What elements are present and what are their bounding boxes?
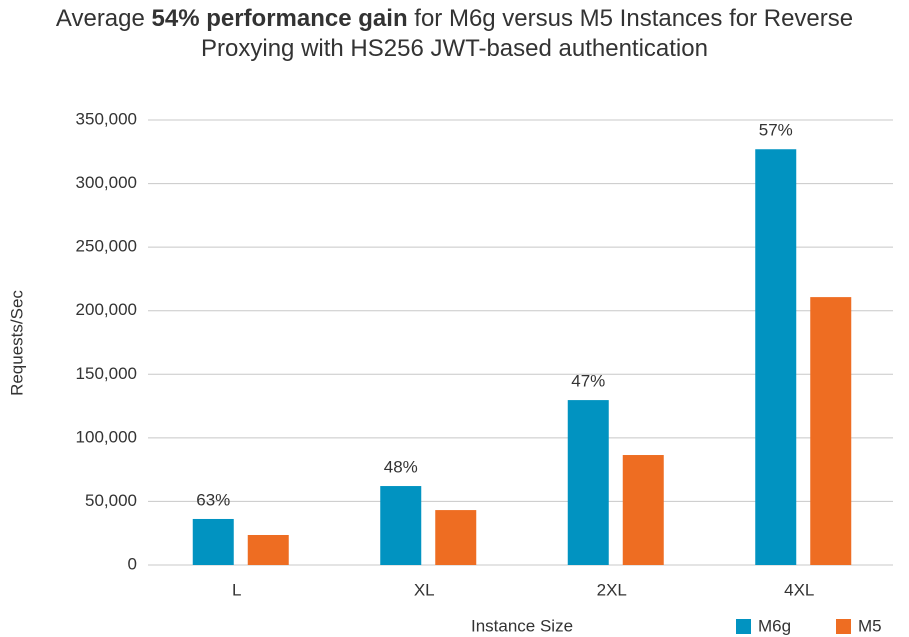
title-part: for M6g versus M5 Instances for Reverse … <box>201 5 860 62</box>
bar <box>810 297 852 565</box>
chart-title: Average 54% performance gain for M6g ver… <box>0 4 909 64</box>
y-tick-label: 150,000 <box>76 364 137 383</box>
bar <box>435 510 477 565</box>
y-axis-label: Requests/Sec <box>7 290 26 396</box>
annotation: 57% <box>759 121 793 140</box>
title-part: 54% performance gain <box>151 5 408 32</box>
bar <box>380 486 422 565</box>
legend-swatch <box>836 619 851 634</box>
bar <box>622 455 664 565</box>
x-tick-label: 2XL <box>597 580 627 599</box>
y-tick-label: 100,000 <box>76 427 137 446</box>
bar <box>192 518 234 565</box>
bar <box>567 400 609 565</box>
x-tick-label: L <box>232 580 241 599</box>
title-wrap: Average 54% performance gain for M6g ver… <box>35 4 875 64</box>
legend-swatch <box>736 619 751 634</box>
x-axis-label: Instance Size <box>471 616 573 635</box>
annotation: 48% <box>384 458 418 477</box>
legend-label: M6g <box>758 616 791 635</box>
bar <box>755 149 797 565</box>
y-tick-label: 0 <box>128 554 137 573</box>
annotation: 63% <box>196 490 230 509</box>
y-tick-label: 350,000 <box>76 109 137 128</box>
y-tick-label: 250,000 <box>76 237 137 256</box>
title-part: Average <box>55 5 152 32</box>
y-tick-label: 50,000 <box>85 491 137 510</box>
legend-label: M5 <box>858 616 882 635</box>
bar <box>247 534 289 565</box>
annotation: 47% <box>571 372 605 391</box>
y-tick-label: 300,000 <box>76 173 137 192</box>
x-tick-label: 4XL <box>784 580 814 599</box>
x-tick-label: XL <box>414 580 435 599</box>
y-tick-label: 200,000 <box>76 300 137 319</box>
